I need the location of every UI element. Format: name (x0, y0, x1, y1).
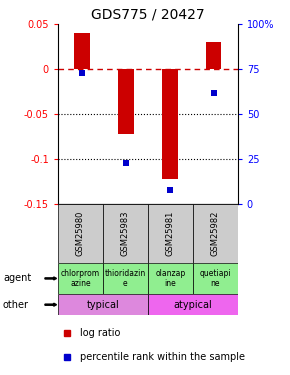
Text: atypical: atypical (173, 300, 212, 310)
Bar (58, 262, 103, 294)
Bar (103, 204, 148, 262)
Text: GSM25983: GSM25983 (121, 211, 130, 256)
Text: log ratio: log ratio (79, 328, 120, 339)
Text: GSM25980: GSM25980 (76, 211, 85, 256)
Text: typical: typical (87, 300, 119, 310)
Bar (162, 69, 177, 179)
Bar (148, 262, 193, 294)
Text: agent: agent (3, 273, 31, 284)
Bar (148, 294, 238, 315)
Bar (118, 69, 134, 134)
Text: thioridazin
e: thioridazin e (105, 269, 146, 288)
Bar (58, 294, 148, 315)
Text: GSM25981: GSM25981 (166, 211, 175, 256)
Text: olanzap
ine: olanzap ine (155, 269, 186, 288)
Bar (58, 204, 103, 262)
Text: quetiapi
ne: quetiapi ne (200, 269, 231, 288)
Text: other: other (3, 300, 29, 310)
Text: percentile rank within the sample: percentile rank within the sample (79, 351, 244, 361)
Bar (103, 262, 148, 294)
Bar (148, 204, 193, 262)
Title: GDS775 / 20427: GDS775 / 20427 (91, 8, 205, 22)
Bar (193, 262, 238, 294)
Bar (75, 33, 90, 69)
Bar (206, 42, 221, 69)
Bar (193, 204, 238, 262)
Text: chlorprom
azine: chlorprom azine (61, 269, 100, 288)
Text: GSM25982: GSM25982 (211, 211, 220, 256)
